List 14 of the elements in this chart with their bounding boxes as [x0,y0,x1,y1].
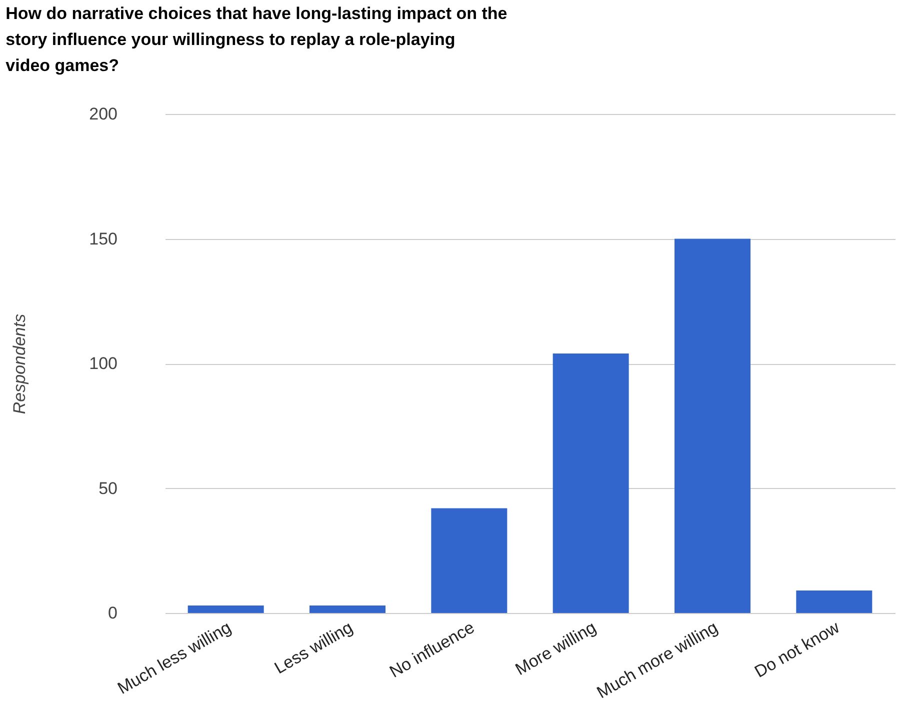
y-tick-label: 0 [108,604,118,622]
bar [674,238,750,613]
chart-title: How do narrative choices that have long-lasting impact on the story influence your willingness to replay a role-playing video games? [6,4,508,75]
y-tick-label: 150 [89,229,118,248]
y-axis-title: Respondents [10,313,30,414]
bar [552,354,629,613]
x-tick-label: Do not know [751,617,844,682]
bar [310,606,386,613]
bar [796,590,872,613]
bar [188,606,264,613]
bar [431,508,508,613]
y-tick-label: 100 [89,354,118,373]
y-tick-label: 50 [98,478,118,498]
y-tick-label: 200 [89,104,118,124]
